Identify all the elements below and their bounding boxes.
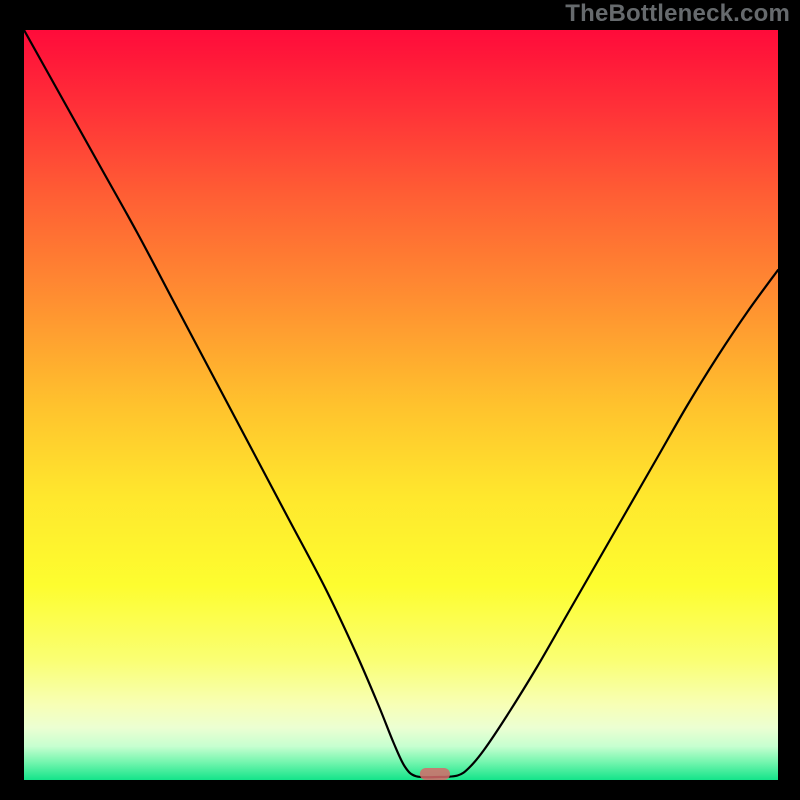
plot-background: [24, 30, 778, 780]
chart-frame: TheBottleneck.com: [0, 0, 800, 800]
plot-svg: [24, 30, 778, 780]
watermark-text: TheBottleneck.com: [565, 0, 790, 28]
plot-area: [24, 30, 778, 780]
optimal-marker: [420, 768, 450, 780]
